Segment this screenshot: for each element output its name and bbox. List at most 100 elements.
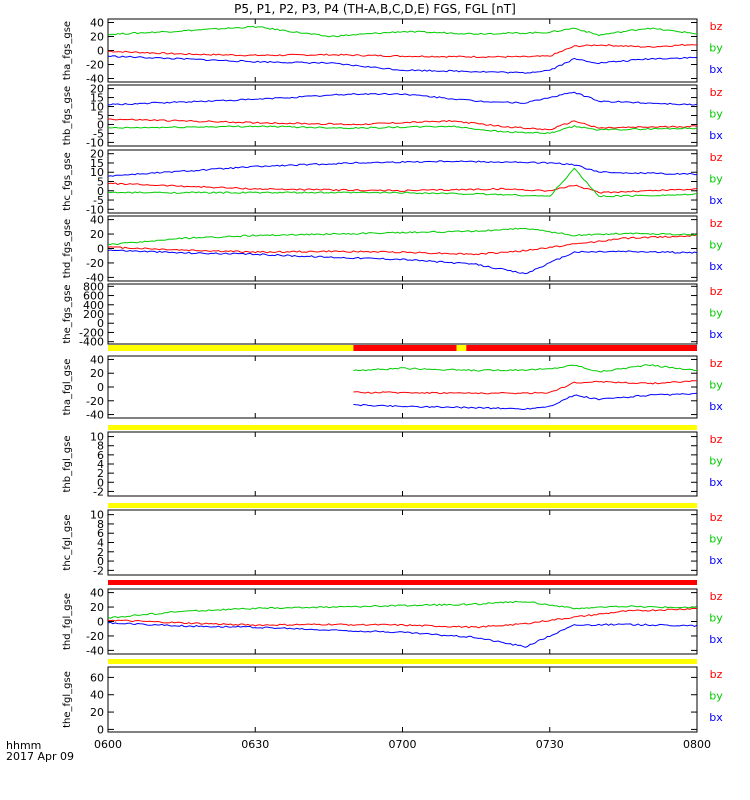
y-axis-label: thd_fgs_gse	[62, 219, 73, 278]
y-tick-label: 20	[90, 148, 104, 161]
mode-bar-segment	[108, 345, 354, 351]
series-by	[353, 364, 698, 373]
y-tick-label: 0	[97, 185, 104, 198]
mode-bar-segment	[108, 503, 697, 508]
y-tick-label: 15	[90, 92, 104, 105]
series-bx	[107, 160, 697, 177]
series-by	[107, 167, 698, 198]
y-tick-label: 20	[90, 706, 104, 719]
y-tick-label: 5	[97, 110, 104, 123]
y-tick-label: 40	[90, 17, 104, 30]
legend-bz: bz	[710, 357, 723, 370]
y-tick-label: 0	[97, 317, 104, 330]
mode-bar-segment	[108, 425, 697, 430]
legend-by: by	[709, 108, 723, 121]
legend-bz: bz	[710, 433, 723, 446]
y-tick-label: 400	[83, 299, 104, 312]
y-tick-label: 60	[90, 671, 104, 684]
series-bx	[107, 621, 698, 648]
legend-by: by	[709, 379, 723, 392]
y-tick-label: 15	[90, 157, 104, 170]
y-tick-label: 8	[97, 440, 104, 453]
y-tick-label: -200	[79, 326, 104, 339]
y-tick-label: -2	[93, 485, 104, 498]
y-tick-label: 20	[90, 228, 104, 241]
x-tick-label: 0730	[536, 738, 564, 751]
legend-bx: bx	[709, 633, 723, 646]
legend-bx: bx	[709, 328, 723, 341]
mode-bar-segment	[456, 345, 467, 351]
y-tick-label: 200	[83, 308, 104, 321]
y-tick-label: 40	[90, 587, 104, 600]
legend-bz: bz	[710, 590, 723, 603]
y-tick-label: -400	[79, 336, 104, 349]
mode-bar-segment	[108, 580, 697, 585]
panel-frame	[107, 355, 698, 419]
y-axis-label: the_fgl_gse	[62, 671, 73, 728]
y-tick-label: 20	[90, 601, 104, 614]
panel-frame	[107, 283, 698, 345]
series-bx	[107, 55, 698, 74]
y-tick-label: 0	[97, 616, 104, 629]
legend-by: by	[709, 307, 723, 320]
y-tick-label: -2	[93, 564, 104, 577]
y-tick-label: -20	[86, 630, 104, 643]
legend-by: by	[709, 690, 723, 703]
panel-frame	[107, 509, 698, 576]
series-bz	[107, 234, 698, 256]
time-axis-unit: hhmm	[6, 739, 42, 752]
legend-bz: bz	[710, 511, 723, 524]
y-tick-label: 20	[90, 31, 104, 44]
legend-bz: bz	[710, 217, 723, 230]
legend-bz: bz	[710, 86, 723, 99]
x-tick-label: 0700	[389, 738, 417, 751]
y-tick-label: 0	[97, 118, 104, 131]
panel-the_fgl_gse: 60 40 20 0 the_fgl_gse bz by bx	[62, 666, 723, 736]
date-label: 2017 Apr 09	[6, 750, 75, 763]
series-bx	[107, 91, 698, 106]
y-axis-label: thc_fgs_gse	[62, 152, 73, 211]
legend-by: by	[709, 42, 723, 55]
y-tick-label: 2	[97, 467, 104, 480]
panel-frame	[107, 666, 698, 733]
y-tick-label: -20	[86, 59, 104, 72]
series-bz	[108, 43, 698, 59]
series-bx	[353, 392, 698, 411]
legend-bx: bx	[709, 63, 723, 76]
series-by	[107, 124, 698, 135]
legend-bx: bx	[709, 711, 723, 724]
y-tick-label: 0	[97, 381, 104, 394]
y-tick-label: 40	[90, 353, 104, 366]
series-by	[107, 25, 698, 38]
legend-bx: bx	[709, 400, 723, 413]
y-tick-label: 800	[83, 280, 104, 293]
y-tick-label: 10	[90, 101, 104, 114]
y-tick-label: -5	[93, 194, 104, 207]
y-tick-label: 0	[97, 555, 104, 568]
series-bz	[107, 607, 698, 629]
series-bx	[107, 249, 698, 275]
y-tick-label: 0	[97, 723, 104, 736]
y-tick-label: 6	[97, 527, 104, 540]
y-axis-label: tha_fgl_gse	[62, 359, 73, 416]
legend-bx: bx	[709, 476, 723, 489]
y-tick-label: -40	[86, 409, 104, 422]
legend-bz: bz	[710, 285, 723, 298]
series-by	[107, 600, 698, 619]
legend-bx: bx	[709, 129, 723, 142]
y-axis-label: tha_fgs_gse	[62, 21, 73, 80]
y-tick-label: -20	[86, 395, 104, 408]
legend-bx: bx	[709, 260, 723, 273]
x-tick-label: 0800	[683, 738, 711, 751]
series-bz	[353, 380, 697, 395]
series-by	[107, 227, 698, 246]
legend-bx: bx	[709, 554, 723, 567]
chart-title: P5, P1, P2, P3, P4 (TH-A,B,C,D,E) FGS, F…	[234, 2, 516, 16]
